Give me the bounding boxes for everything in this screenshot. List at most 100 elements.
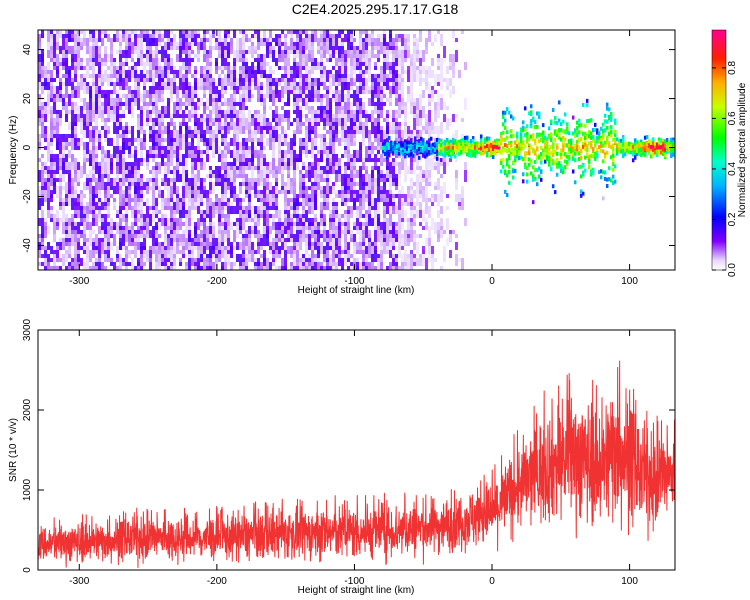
- spectrogram-cell: [242, 54, 245, 58]
- spectrogram-cell: [419, 106, 422, 110]
- spectrogram-cell: [344, 202, 347, 206]
- spectrogram-cell: [317, 78, 320, 90]
- spectrogram-cell: [173, 266, 176, 270]
- spectrogram-cell: [434, 162, 437, 166]
- spectrogram-cell: [215, 86, 218, 90]
- spectrogram-cell: [122, 94, 125, 98]
- spectrogram-cell: [152, 42, 155, 46]
- spectrogram-cell: [320, 234, 323, 238]
- signal-cell: [445, 146, 449, 151]
- spectrogram-cell: [347, 154, 350, 162]
- spectrogram-cell: [125, 74, 128, 78]
- spectrogram-cell: [65, 54, 68, 58]
- spectrogram-cell: [155, 58, 158, 66]
- spectrogram-cell: [368, 134, 371, 142]
- spectrogram-cell: [398, 174, 401, 178]
- spectrogram-cell: [284, 110, 287, 118]
- spectrogram-cell: [419, 110, 422, 118]
- spectrogram-cell: [257, 98, 260, 102]
- spectrogram-cell: [200, 122, 203, 126]
- spectrogram-cell: [347, 166, 350, 170]
- spectrogram-cell: [122, 234, 125, 246]
- spectrogram-cell: [296, 158, 299, 162]
- spectrogram-cell: [182, 174, 185, 186]
- signal-cell: [463, 145, 467, 150]
- spectrogram-cell: [62, 170, 65, 174]
- spectrogram-cell: [290, 166, 293, 170]
- spectrogram-cell: [224, 58, 227, 66]
- spectrogram-cell: [176, 102, 179, 106]
- spectrogram-cell: [260, 254, 263, 258]
- spectrogram-cell: [251, 186, 254, 190]
- spectrogram-cell: [104, 206, 107, 210]
- spectrogram-cell: [203, 246, 206, 254]
- spectrogram-cell: [77, 222, 80, 234]
- spectrogram-cell: [425, 258, 428, 270]
- spectrogram-cell: [416, 70, 419, 82]
- spectrogram-cell: [308, 234, 311, 246]
- spectrogram-cell: [257, 198, 260, 202]
- spectrogram-cell: [155, 250, 158, 262]
- spectrogram-cell: [452, 230, 455, 234]
- spectrogram-cell: [263, 178, 266, 182]
- spectrogram-cell: [308, 54, 311, 62]
- spectrogram-cell: [68, 182, 71, 194]
- spectrogram-cell: [290, 238, 293, 242]
- spectrogram-cell: [290, 46, 293, 50]
- spectrogram-cell: [371, 266, 374, 270]
- spectrogram-cell: [170, 30, 173, 34]
- spectrogram-cell: [293, 54, 296, 58]
- spectrogram-cell: [410, 158, 413, 166]
- spectrogram-cell: [368, 230, 371, 234]
- spectrogram-cell: [140, 214, 143, 218]
- signal-cell: [401, 148, 405, 153]
- spectrogram-cell: [188, 142, 191, 146]
- spectrogram-cell: [320, 266, 323, 270]
- spectrogram-cell: [197, 138, 200, 146]
- spectrogram-cell: [137, 38, 140, 50]
- spectrogram-cell: [401, 258, 404, 262]
- spectrogram-cell: [206, 190, 209, 194]
- signal-cell: [447, 140, 451, 145]
- spectrogram-cell: [239, 166, 242, 178]
- spectrogram-cell: [143, 202, 146, 206]
- spectrogram-cell: [323, 166, 326, 170]
- spectrogram-cell: [185, 66, 188, 70]
- spectrogram-cell: [65, 74, 68, 78]
- spectrogram-cell: [404, 254, 407, 262]
- spectrogram-cell: [137, 138, 140, 146]
- spectrogram-cell: [140, 266, 143, 270]
- spectrogram-cell: [425, 178, 428, 182]
- spectrogram-cell: [98, 250, 101, 262]
- spectrogram-cell: [83, 194, 86, 198]
- spectrogram-cell: [347, 38, 350, 50]
- spectrogram-cell: [344, 34, 347, 38]
- spectrogram-cell: [131, 50, 134, 54]
- spectrogram-cell: [455, 50, 458, 62]
- spectrogram-cell: [140, 38, 143, 50]
- signal-cell: [421, 141, 425, 146]
- spectrogram-cell: [179, 30, 182, 42]
- spectrogram-cell: [401, 110, 404, 114]
- spectrogram-cell: [134, 218, 137, 222]
- spectrogram-cell: [257, 78, 260, 82]
- spectrogram-cell: [89, 62, 92, 66]
- spectrogram-cell: [194, 246, 197, 250]
- spectrogram-cell: [107, 242, 110, 246]
- spectrogram-cell: [107, 258, 110, 262]
- signal-cell: [385, 146, 389, 151]
- spectrogram-cell: [41, 226, 44, 238]
- spectrogram-cell: [95, 246, 98, 250]
- signal-cell: [465, 146, 469, 151]
- spectrogram-cell: [197, 182, 200, 186]
- spectrogram-cell: [449, 54, 452, 62]
- signal-cell: [443, 140, 447, 145]
- spectrogram-cell: [308, 266, 311, 270]
- spectrogram-cell: [50, 170, 53, 178]
- spectrogram-cell: [122, 110, 125, 114]
- spectrogram-cell: [362, 110, 365, 118]
- spectrogram-cell: [215, 62, 218, 66]
- spectrogram-cell: [59, 46, 62, 54]
- spectrogram-cell: [419, 34, 422, 42]
- spectrogram-cell: [161, 246, 164, 258]
